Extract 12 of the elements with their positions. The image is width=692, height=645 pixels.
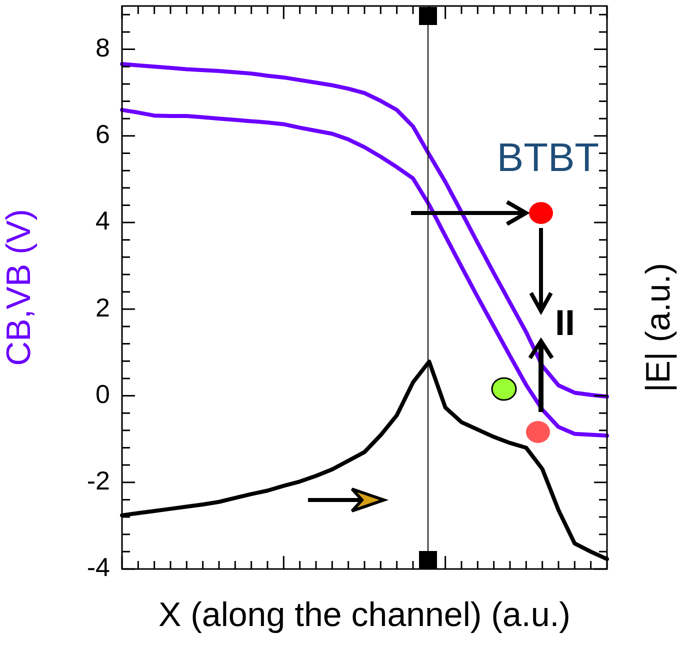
y-tick-label: 0 xyxy=(96,378,110,409)
annotation: II xyxy=(554,302,576,343)
y-axis-title: CB,VB (V) xyxy=(0,209,38,366)
y-tick-label: 2 xyxy=(96,292,110,322)
y-tick-label: -4 xyxy=(86,552,110,582)
y2-axis-title: |E| (a.u.) xyxy=(639,262,678,392)
y-tick-label: 4 xyxy=(96,206,110,236)
y-tick-label: 6 xyxy=(96,119,110,150)
y-tick-label: 8 xyxy=(96,32,110,62)
y-tick-label: -2 xyxy=(86,466,110,496)
annotation: BTBT xyxy=(496,136,600,180)
x-axis-title: X (along the channel) (a.u.) xyxy=(158,596,571,634)
